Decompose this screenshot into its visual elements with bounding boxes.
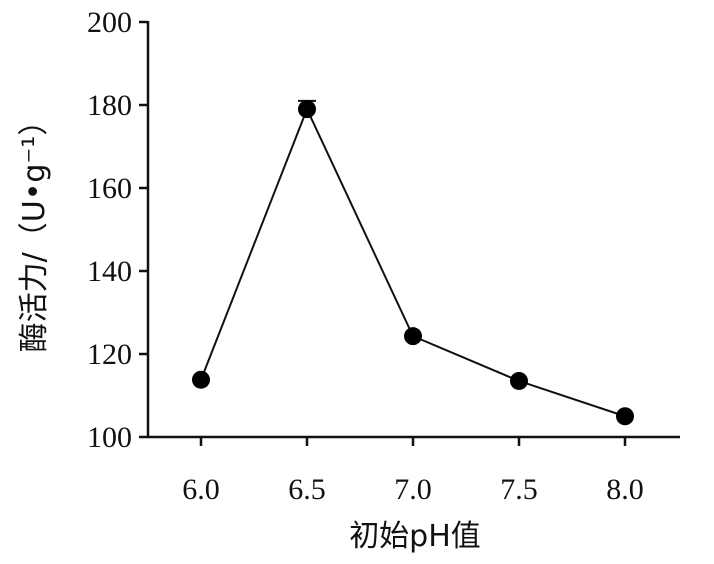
data-point — [404, 327, 422, 346]
y-axis-label: 酶活力/（U•g⁻¹） — [17, 106, 52, 353]
x-tick-label: 6.0 — [182, 473, 220, 506]
x-tick-label: 7.5 — [500, 473, 538, 506]
y-tick-label: 180 — [87, 89, 132, 122]
x-axis-ticks: 6.0 6.5 7.0 7.5 8.0 — [182, 437, 644, 506]
x-axis-label: 初始pH值 — [349, 519, 481, 554]
data-point — [510, 371, 528, 390]
data-point — [298, 100, 316, 119]
data-series — [192, 99, 634, 426]
y-tick-label: 160 — [87, 172, 132, 205]
y-tick-label: 100 — [87, 421, 132, 454]
series-line — [200, 106, 626, 418]
x-tick-label: 6.5 — [288, 473, 326, 506]
data-point — [192, 370, 210, 389]
y-tick-label: 120 — [87, 338, 132, 371]
data-point — [616, 407, 634, 426]
x-tick-label: 8.0 — [606, 473, 644, 506]
x-tick-label: 7.0 — [394, 473, 432, 506]
y-tick-label: 140 — [87, 255, 132, 288]
y-tick-label: 200 — [87, 6, 132, 39]
y-axis-ticks: 100 120 140 160 180 200 — [87, 6, 148, 454]
